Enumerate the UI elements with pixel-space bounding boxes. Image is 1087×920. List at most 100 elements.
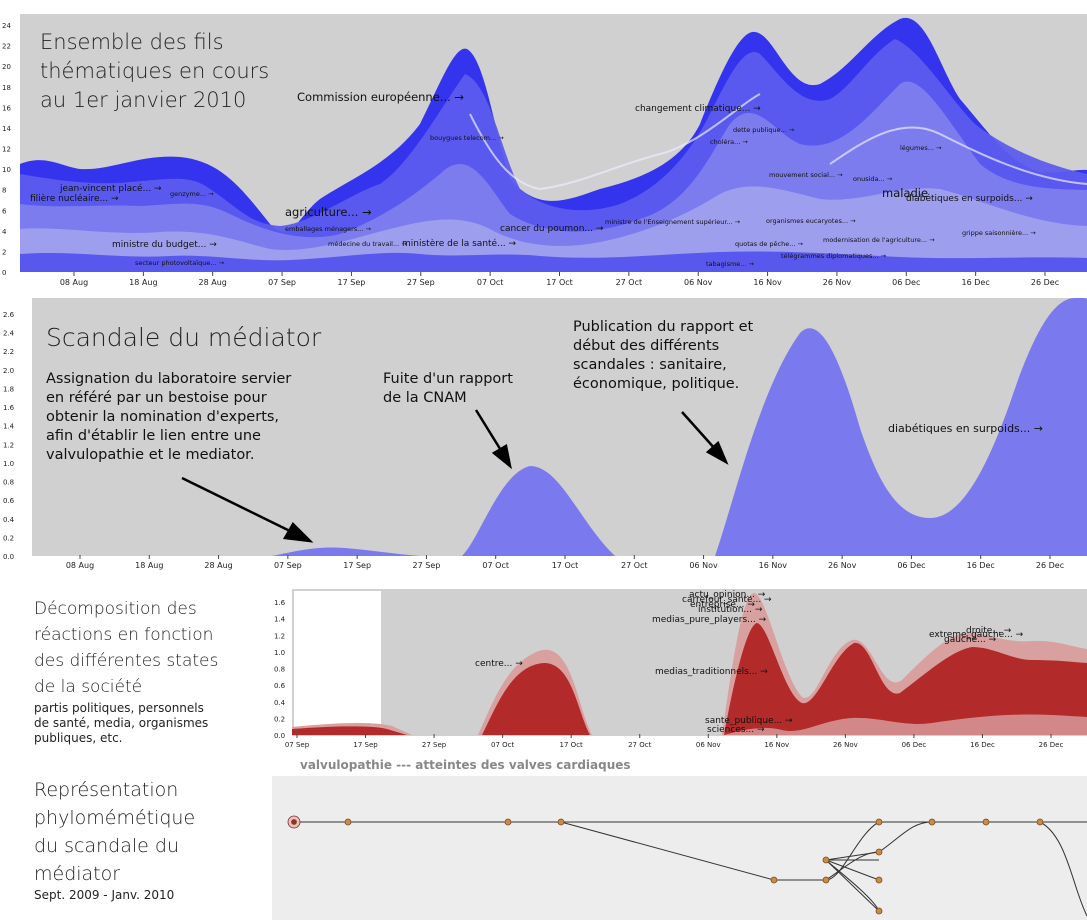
x-tick-label: 16 Nov <box>764 741 789 749</box>
x-tick-label: 08 Aug <box>66 561 94 570</box>
side-sub-line: partis politiques, personnels <box>34 701 204 715</box>
y-tick-label: 2.2 <box>3 348 14 356</box>
phylo-node[interactable] <box>504 818 512 826</box>
x-tick-label: 16 Dec <box>970 741 995 749</box>
series-label: filière nucléaire... → <box>30 193 119 204</box>
x-tick-label: 16 Dec <box>962 278 990 287</box>
x-tick-label: 06 Dec <box>902 741 927 749</box>
side-heading-line: Représentation <box>34 779 179 801</box>
x-tick-label: 26 Dec <box>1039 741 1064 749</box>
series-label: télégrammes diplomatiques... → <box>781 252 887 260</box>
arrow-head <box>705 440 729 465</box>
x-tick-label: 16 Nov <box>759 561 788 570</box>
phylo-node[interactable] <box>1036 818 1044 826</box>
series-label: changement climatique... → <box>635 104 761 114</box>
panel1-title-line: Ensemble des fils <box>40 30 224 54</box>
x-tick-label: 06 Dec <box>892 278 920 287</box>
phylo-node[interactable] <box>875 848 883 856</box>
y-tick-label: 8 <box>2 187 6 195</box>
series-label: quotas de pêche... → <box>735 240 803 248</box>
x-tick-label: 26 Dec <box>1031 278 1059 287</box>
x-tick-label: 17 Oct <box>552 561 579 570</box>
phylo-node[interactable] <box>822 856 830 864</box>
annotation-line: économique, politique. <box>573 376 740 392</box>
series-label: centre... → <box>475 659 523 669</box>
series-label: secteur photovoltaïque... → <box>135 259 225 267</box>
series-label: extreme_gauche... → <box>929 630 1024 640</box>
y-tick-label: 20 <box>2 63 11 71</box>
y-tick-label: 1.6 <box>3 404 15 412</box>
area-diabetiques <box>272 298 1087 556</box>
series-label: tabagisme... → <box>706 260 755 268</box>
phylo-node[interactable] <box>770 876 778 884</box>
y-tick-label: 0.8 <box>3 479 14 487</box>
x-tick-label: 06 Nov <box>696 741 721 749</box>
phylo-node[interactable] <box>982 818 990 826</box>
annotation-line: en référé par un bestoise pour <box>46 390 267 406</box>
x-axis: 08 Aug 18 Aug 28 Aug 07 Sep 17 Sep 27 Sep 07 O… <box>66 555 1064 570</box>
y-tick-label: 16 <box>2 104 11 112</box>
phylo-node[interactable] <box>875 818 883 826</box>
annotation-line: afin d'établir le lien entre une <box>46 428 261 444</box>
mediator-chart: 0.0 0.2 0.4 0.6 0.8 1.0 1.2 1.4 1.6 1.8 2.0 2.2 2.4 2… <box>3 298 1087 570</box>
stream-layer-4 <box>20 251 1087 272</box>
y-tick-label: 2.4 <box>3 330 15 338</box>
arrows <box>181 409 729 543</box>
x-tick-label: 27 Oct <box>628 741 651 749</box>
arrow-servier <box>181 476 297 536</box>
phylo-node[interactable] <box>557 818 565 826</box>
series-label: institution... → <box>698 605 763 615</box>
annotation-line: Assignation du laboratoire servier <box>46 371 292 387</box>
x-tick-label: 17 Oct <box>546 278 573 287</box>
annotation-cnam: Fuite d'un rapport de la CNAM <box>383 370 513 408</box>
series-label: ministre de l'Enseignement supérieur... … <box>605 218 741 226</box>
phylo-node[interactable] <box>344 818 352 826</box>
x-tick-label: 17 Sep <box>343 561 371 570</box>
y-tick-label: 1.2 <box>274 632 285 640</box>
panel1-title: Ensemble des fils thématiques en cours a… <box>40 28 269 115</box>
panel1-title-line: au 1er janvier 2010 <box>40 88 247 112</box>
series-label: medias_pure_players... → <box>652 615 767 625</box>
x-tick-label: 26 Dec <box>1036 561 1064 570</box>
x-tick-label: 27 Sep <box>407 278 435 287</box>
annotation-line: valvulopathie et le mediator. <box>46 447 255 463</box>
stream-layers <box>20 17 1087 273</box>
x-tick-label: 08 Aug <box>60 278 88 287</box>
x-tick-label: 18 Aug <box>135 561 163 570</box>
phylo-node[interactable] <box>875 876 883 884</box>
x-tick-label: 16 Nov <box>753 278 782 287</box>
series-label: sciences... → <box>707 725 765 735</box>
x-tick-label: 06 Dec <box>897 561 925 570</box>
panel2-title: Scandale du médiator <box>46 323 322 352</box>
y-tick-label: 2 <box>2 248 6 256</box>
phylo-node[interactable] <box>928 818 936 826</box>
y-tick-label: 24 <box>2 22 11 30</box>
series-label: diabétiques en surpoids... → <box>906 193 1033 204</box>
phylo-node[interactable] <box>875 907 883 915</box>
phylo-edges <box>294 821 1087 917</box>
series-label: médecine du travail... → <box>328 240 407 248</box>
y-tick-label: 1.8 <box>3 385 14 393</box>
series-label: choléra... → <box>710 138 748 146</box>
side-heading-line: de la société <box>34 677 143 697</box>
y-tick-label: 1.4 <box>3 423 15 431</box>
series-label: organismes eucaryotes... → <box>766 217 856 225</box>
phylo-edge <box>825 859 880 912</box>
series-label: sante_publique... → <box>705 716 793 726</box>
y-tick-label: 0 <box>2 269 6 277</box>
phylo-title: valvulopathie --- atteintes des valves c… <box>300 758 631 772</box>
series-label: maladie <box>882 186 928 200</box>
side-heading-line: des différentes states <box>34 651 219 671</box>
phylo-node[interactable] <box>822 876 830 884</box>
annotation-line: début des différents <box>573 338 720 354</box>
side-sub-line: publiques, etc. <box>34 731 123 745</box>
y-tick-label: 22 <box>2 43 11 51</box>
x-tick-label: 07 Sep <box>274 561 302 570</box>
x-tick-label: 17 Sep <box>338 278 366 287</box>
y-tick-label: 2.0 <box>3 367 14 375</box>
series-label: cancer du poumon... → <box>500 224 604 234</box>
y-tick-label: 2.6 <box>3 311 15 319</box>
series-labels: Commission européenne... → changement cli… <box>30 90 1036 268</box>
x-tick-label: 28 Aug <box>199 278 227 287</box>
